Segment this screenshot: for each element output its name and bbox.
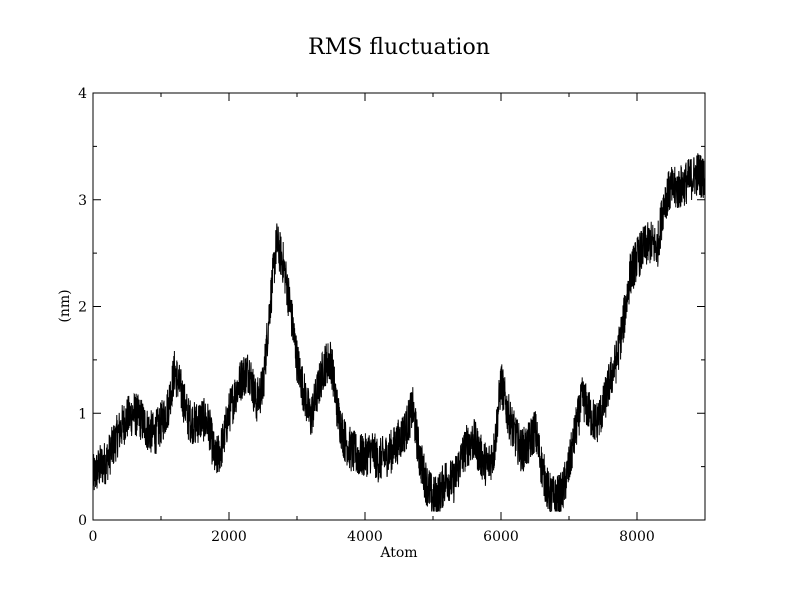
y-tick-label: 3: [78, 193, 87, 209]
y-tick-label: 4: [78, 86, 87, 102]
x-tick-label: 4000: [347, 529, 383, 545]
y-tick-label: 1: [78, 406, 87, 422]
axis-ticks: [92, 92, 706, 521]
plot-frame: [92, 92, 706, 521]
x-tick-label: 0: [89, 529, 98, 545]
chart-title: RMS fluctuation: [308, 35, 490, 60]
rms-fluctuation-line: [92, 153, 705, 512]
axis-tick-labels: 0 2000 4000 6000 8000 0 1 2 3 4: [78, 86, 655, 545]
y-tick-label: 0: [78, 513, 87, 529]
x-axis-label: Atom: [379, 545, 417, 561]
y-tick-label: 2: [78, 300, 87, 316]
x-tick-label: 8000: [619, 529, 655, 545]
y-axis-label: (nm): [57, 289, 73, 322]
x-tick-label: 2000: [211, 529, 247, 545]
x-tick-label: 6000: [483, 529, 519, 545]
